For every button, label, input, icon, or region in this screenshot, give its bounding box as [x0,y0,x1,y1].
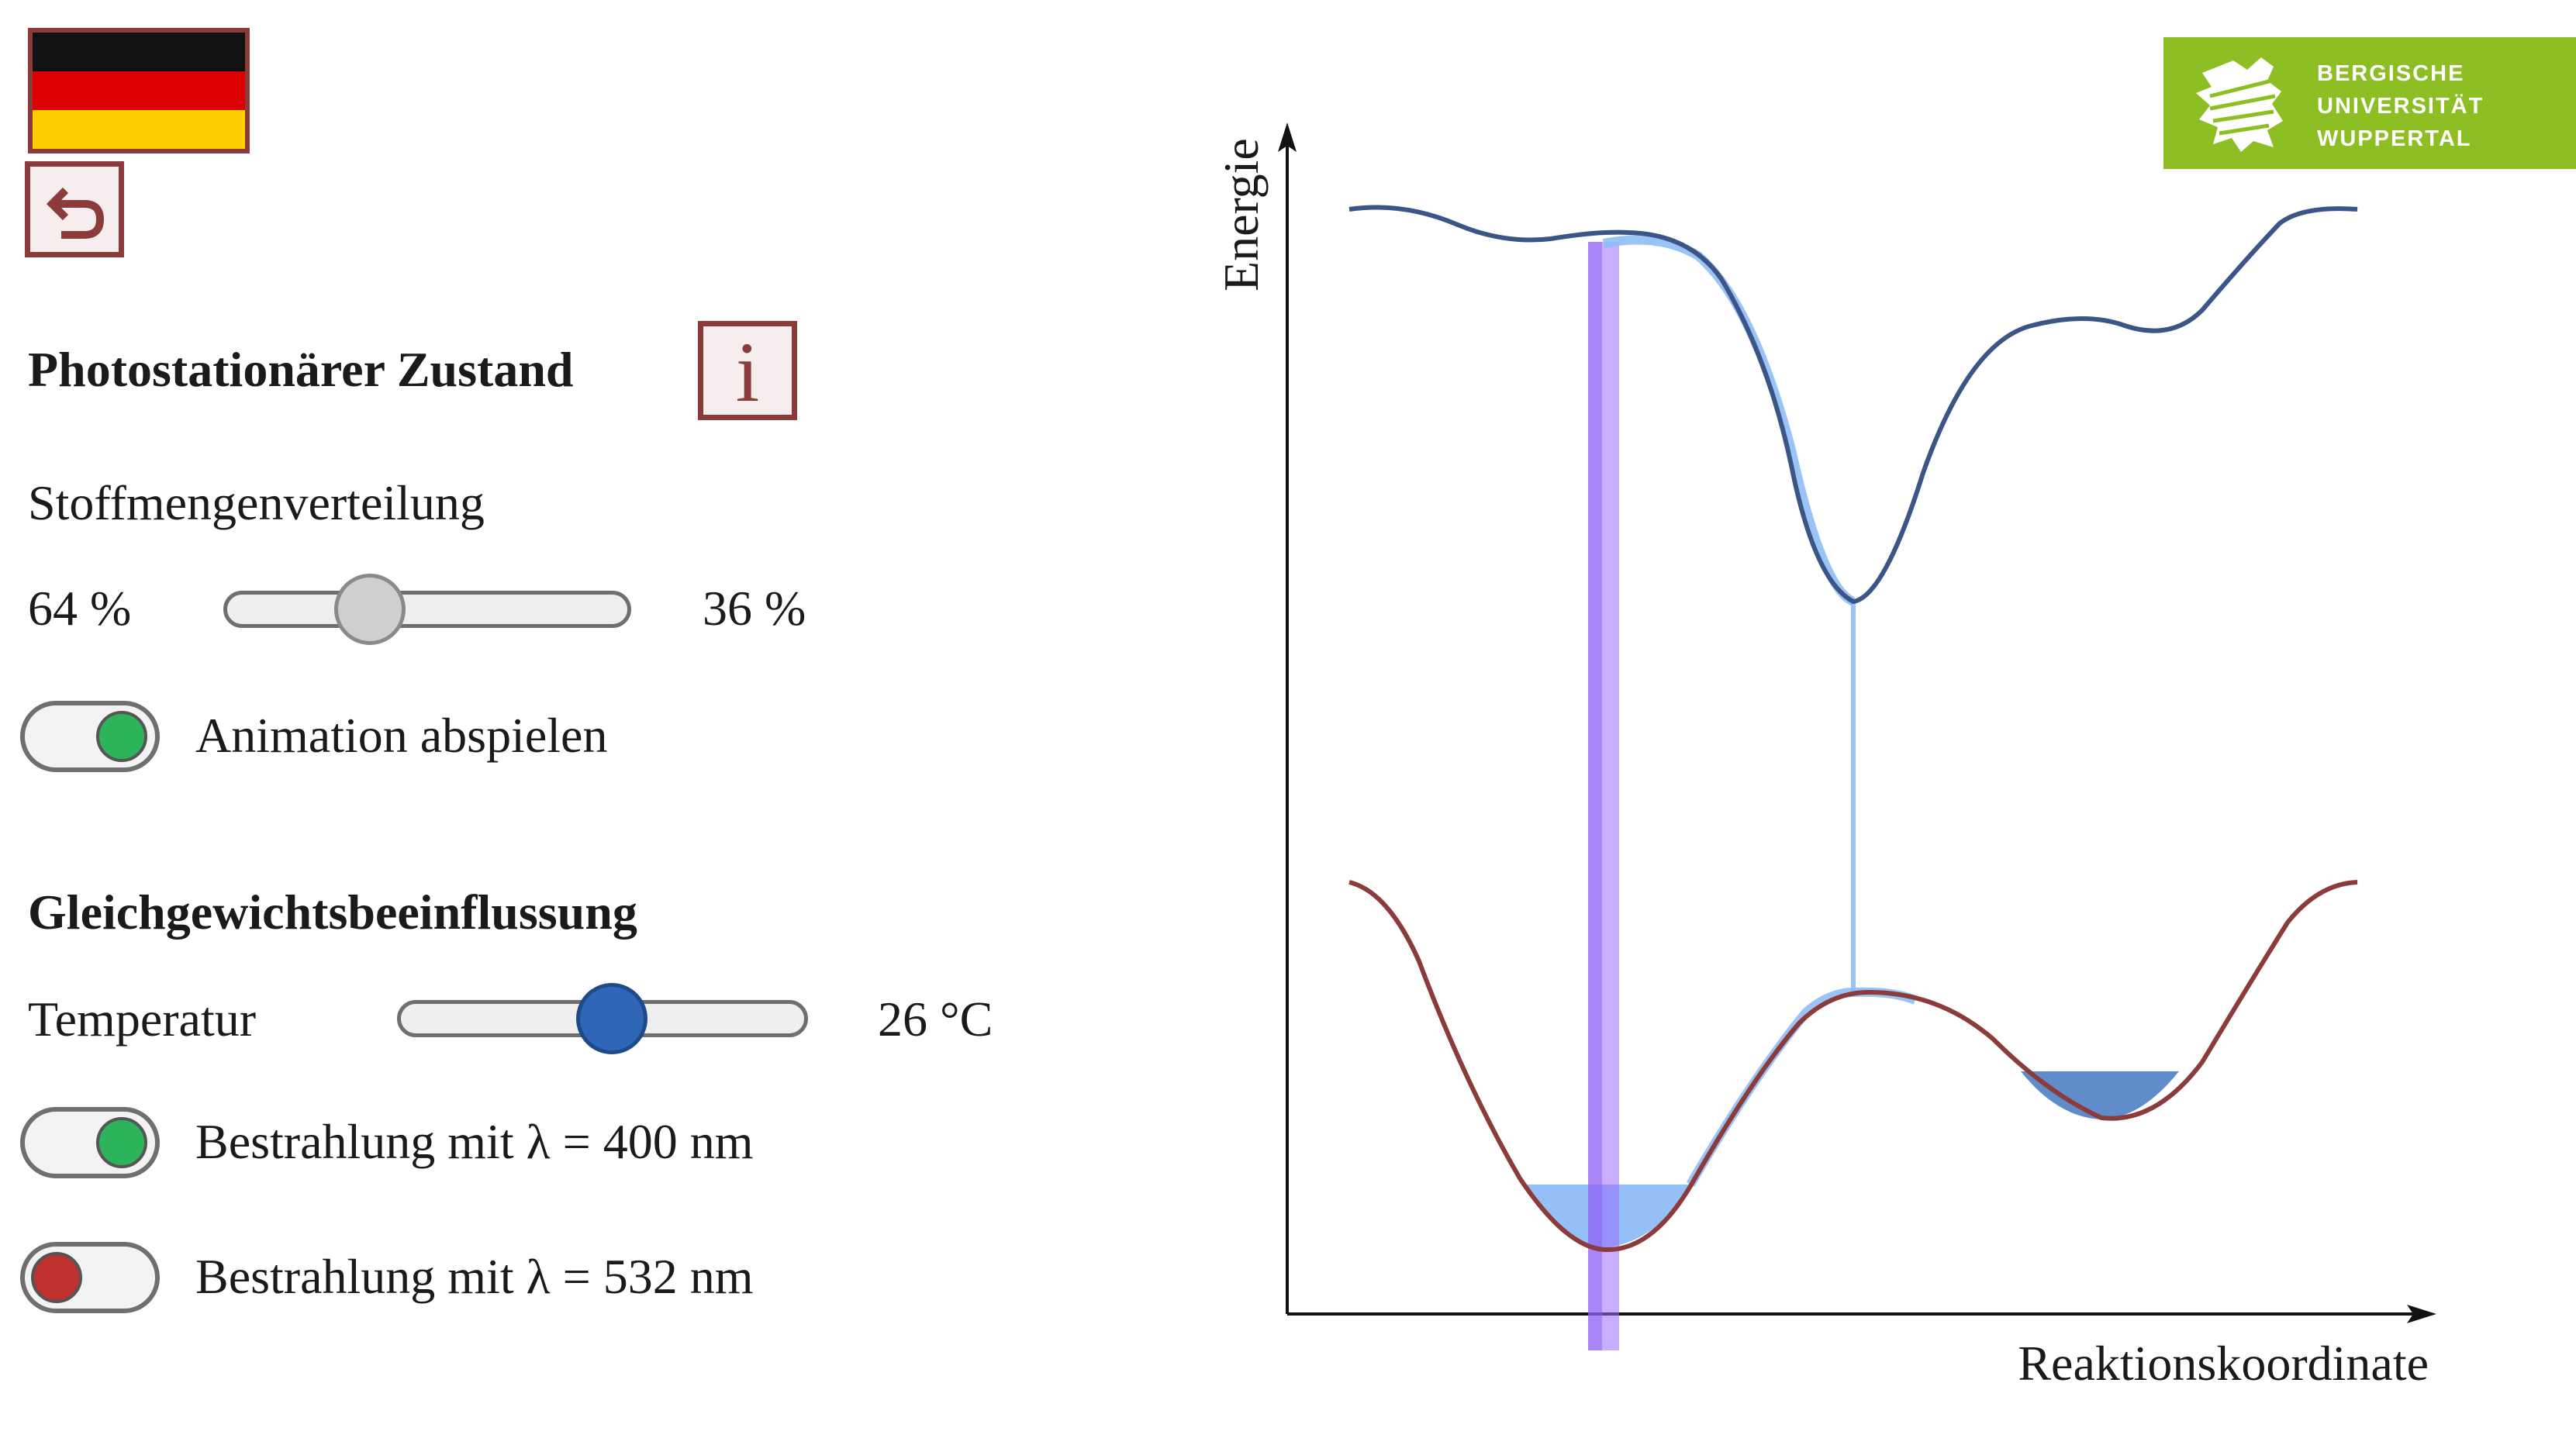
temperature-slider-thumb[interactable] [576,983,647,1054]
info-button[interactable]: i [698,321,797,420]
distribution-slider[interactable] [223,574,631,645]
animation-label: Animation abspielen [195,708,608,763]
section-title-equilibrium: Gleichgewichtsbeeinflussung [28,885,637,940]
animation-toggle[interactable] [20,701,160,772]
back-button[interactable] [25,161,124,257]
y-axis-label: Energie [1214,138,1269,291]
x-axis-label: Reaktionskoordinate [2018,1336,2429,1391]
toggle-knob [96,711,147,762]
temperature-label: Temperatur [28,991,257,1047]
back-arrow-icon [46,187,105,239]
distribution-slider-thumb[interactable] [334,574,406,645]
distribution-right-value: 36 % [703,581,806,636]
section-title-photostationary: Photostationärer Zustand [28,342,574,397]
excitation-beam-core [1588,242,1602,1350]
flag-stripe-red [33,71,245,110]
energy-diagram: Energie Reaktionskoordinate [1214,122,2436,1391]
lion-emblem-icon [2196,57,2283,152]
language-flag[interactable] [28,28,250,153]
info-icon: i [735,325,760,419]
ground-state-curve [1348,880,2358,1253]
temperature-value: 26 °C [878,991,993,1047]
excited-state-curve [1348,205,2358,605]
irradiation-400-label: Bestrahlung mit λ = 400 nm [195,1114,754,1169]
logo-line-1: BERGISCHE [2317,61,2465,86]
university-logo: BERGISCHE UNIVERSITÄT WUPPERTAL [2163,37,2576,169]
x-axis-arrow [2407,1305,2436,1323]
flag-germany-icon [33,33,245,71]
flag-stripe-gold [33,109,245,149]
toggle-knob [96,1117,147,1168]
irradiation-532-label: Bestrahlung mit λ = 532 nm [195,1249,754,1304]
distribution-left-value: 64 % [28,581,132,636]
irradiation-400-toggle[interactable] [20,1107,160,1178]
toggle-knob [31,1252,82,1303]
irradiation-532-toggle[interactable] [20,1242,160,1313]
y-axis-arrow [1278,122,1297,152]
ground-state-population-right [2021,1071,2179,1119]
logo-line-2: UNIVERSITÄT [2317,94,2484,119]
logo-line-3: WUPPERTAL [2317,126,2472,151]
distribution-label: Stoffmengenverteilung [28,475,485,530]
temperature-slider[interactable] [397,983,808,1054]
